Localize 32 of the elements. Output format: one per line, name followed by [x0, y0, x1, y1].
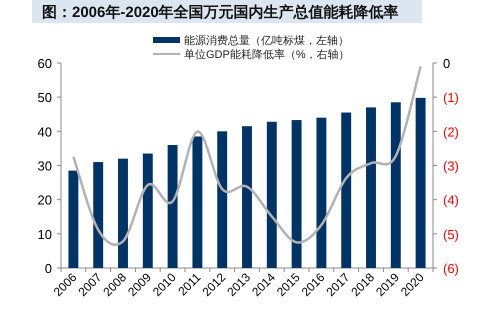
- y2-tick-label: (6): [443, 261, 459, 276]
- y2-tick-label: 0: [443, 56, 450, 71]
- bar: [416, 98, 426, 268]
- bar: [217, 131, 228, 268]
- bar: [93, 162, 104, 268]
- y2-tick-label: (5): [443, 226, 459, 242]
- bar: [142, 154, 153, 268]
- bar: [266, 122, 277, 268]
- y-tick-label: 20: [38, 192, 52, 208]
- y-tick-label: 60: [38, 56, 52, 71]
- y2-tick-label: (3): [443, 158, 459, 174]
- y-tick-label: 50: [38, 90, 52, 106]
- y2-tick-label: (2): [443, 124, 459, 140]
- bar: [341, 112, 352, 268]
- bar: [316, 118, 326, 268]
- bar: [68, 170, 78, 268]
- bar: [366, 107, 376, 268]
- bar: [292, 120, 302, 268]
- legend-label: 单位GDP能耗降低率（%，右轴）: [184, 48, 350, 61]
- bar: [118, 158, 128, 268]
- y-tick-label: 10: [38, 226, 52, 242]
- chart-title: 图：2006年-2020年全国万元国内生产总值能耗降低率: [42, 3, 399, 21]
- y-tick-label: 40: [38, 124, 52, 140]
- y-tick-label: 0: [44, 261, 52, 276]
- y2-tick-label: (1): [443, 90, 459, 106]
- legend-label: 能源消费总量（亿吨标煤，左轴）: [184, 34, 349, 47]
- bar: [168, 145, 178, 268]
- bar: [390, 102, 401, 268]
- bar: [192, 136, 202, 268]
- y-tick-label: 30: [38, 158, 52, 174]
- y2-tick-label: (4): [443, 192, 459, 208]
- bar: [242, 126, 252, 268]
